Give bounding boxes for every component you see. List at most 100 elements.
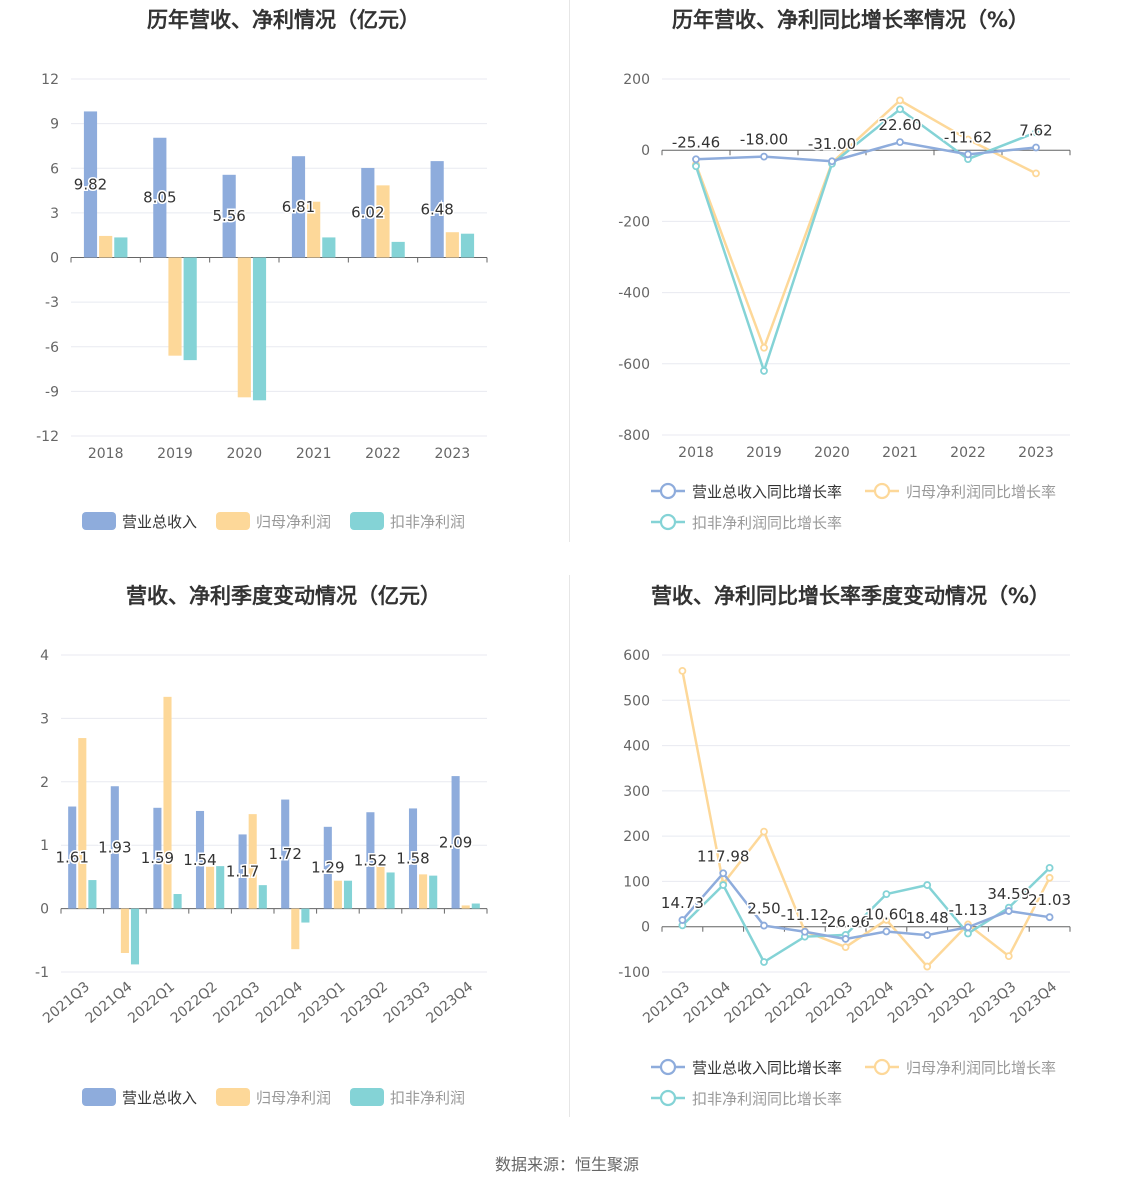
x-tick-label: 2022: [950, 445, 986, 461]
data-label: -26.96: [821, 913, 869, 931]
x-tick-label: 2020: [814, 445, 850, 461]
legend-swatch-marker: [659, 513, 677, 531]
series-line-2: [694, 107, 1037, 375]
data-label: 10.60: [865, 906, 908, 924]
y-tick-label: 0: [641, 920, 650, 936]
series-point-2: [964, 929, 972, 938]
series-point-1: [923, 962, 932, 971]
x-tick-label: 2023Q1: [296, 979, 349, 1027]
legend-swatch-marker: [873, 1058, 891, 1076]
series-point-1: [678, 666, 687, 675]
bar-deducted-profit: [460, 233, 475, 258]
legend-label: 归母净利润同比增长率: [906, 483, 1056, 501]
data-label: 1.72: [269, 845, 302, 863]
x-tick-label: 2019: [157, 446, 193, 462]
y-tick-label: 2: [40, 775, 49, 791]
series-point-1: [760, 343, 768, 352]
legend-label: 扣非净利润同比增长率: [692, 514, 842, 532]
legend-swatch: [82, 512, 116, 530]
legend-swatch-marker: [659, 1058, 677, 1076]
data-label: -18.00: [740, 131, 788, 149]
series-line-1: [681, 670, 1051, 969]
series-point-0: [800, 927, 809, 936]
x-tick-label: 2023Q4: [1007, 979, 1060, 1027]
x-tick-label: 2021Q4: [83, 979, 136, 1027]
legend-swatch: [82, 1088, 116, 1106]
x-tick-label: 2023Q2: [338, 979, 391, 1027]
bar-deducted-profit: [386, 872, 395, 909]
data-label: 6.81: [282, 198, 315, 216]
data-label: 1.61: [56, 849, 89, 867]
y-tick-label: -800: [618, 428, 650, 444]
bar-deducted-profit: [216, 866, 225, 909]
bar-net-profit: [291, 908, 300, 950]
chart-annual-revenue-profit: 12 9 6 3 0 -3 -6 -9 -12 2018 2019 2020 2021 2022 2023 9…: [36, 72, 488, 531]
y-tick-label: -600: [618, 357, 650, 373]
data-label: 1.59: [141, 849, 174, 867]
x-tick-label: 2019: [746, 445, 782, 461]
bar-net-profit: [419, 874, 428, 909]
legend-label: 扣非净利润同比增长率: [692, 1090, 842, 1108]
x-tick-label: 2021Q3: [40, 979, 93, 1027]
series-point-2: [719, 881, 728, 889]
series-point-2: [896, 105, 904, 114]
series-line-1: [694, 98, 1037, 352]
y-tick-label: -12: [36, 429, 59, 445]
series-point-1: [1004, 952, 1013, 961]
bar-deducted-profit: [301, 908, 310, 923]
bar-net-profit: [99, 235, 113, 258]
series-point-0: [692, 155, 700, 164]
data-label: 7.62: [1019, 121, 1052, 139]
chart-quarterly-revenue-profit: 43210-12021Q32021Q42022Q12022Q22022Q3202…: [35, 648, 488, 1107]
series-point-2: [882, 890, 891, 899]
x-tick-label: 2020: [227, 446, 263, 462]
series-point-2: [1045, 863, 1054, 872]
bar-net-profit: [461, 905, 470, 909]
y-tick-label: -3: [45, 295, 59, 311]
series-point-0: [1045, 913, 1054, 922]
bar-deducted-profit: [258, 885, 267, 909]
legend-label: 营业总收入同比增长率: [692, 1059, 842, 1077]
y-tick-label: 100: [623, 874, 650, 890]
x-tick-label: 2022Q2: [168, 979, 221, 1027]
data-label: 22.60: [879, 116, 922, 134]
series-point-0: [678, 916, 687, 924]
legend-swatch: [350, 1088, 384, 1106]
data-label: 34.59: [987, 885, 1030, 903]
bar-revenue: [83, 111, 98, 258]
bar-revenue: [110, 786, 119, 909]
data-label: 21.03: [1028, 891, 1071, 909]
y-tick-label: 0: [641, 143, 650, 159]
data-label: -1.13: [949, 901, 988, 919]
data-label: 2.09: [439, 833, 472, 851]
bar-revenue: [153, 137, 167, 258]
series-point-1: [841, 943, 850, 951]
y-tick-label: 200: [623, 72, 650, 88]
series-line-0: [681, 871, 1050, 941]
legend-label: 扣非净利润: [390, 513, 465, 531]
bar-net-profit: [120, 908, 129, 953]
bar-deducted-profit: [173, 894, 182, 909]
series-point-1: [1045, 873, 1054, 882]
bar-revenue: [195, 810, 205, 909]
series-point-1: [896, 96, 904, 105]
bar-net-profit: [333, 880, 342, 909]
data-label: 18.48: [906, 909, 949, 927]
bar-net-profit: [376, 185, 390, 258]
data-label: 1.17: [226, 863, 259, 881]
bar-revenue: [238, 834, 247, 909]
bar-revenue: [361, 167, 375, 258]
y-tick-label: -400: [618, 286, 650, 302]
data-label: 1.52: [354, 851, 387, 869]
x-tick-label: 2022Q4: [253, 979, 306, 1027]
y-tick-label: 0: [50, 251, 59, 267]
data-label: 1.29: [311, 859, 344, 877]
series-point-2: [923, 881, 932, 889]
data-label: 6.48: [420, 200, 453, 218]
x-tick-label: 2022Q3: [210, 979, 263, 1027]
y-tick-label: 3: [50, 206, 59, 222]
bar-deducted-profit: [429, 875, 438, 909]
legend-label: 归母净利润: [256, 1089, 331, 1107]
data-label: 1.58: [396, 850, 429, 868]
y-tick-label: 0: [40, 902, 49, 918]
